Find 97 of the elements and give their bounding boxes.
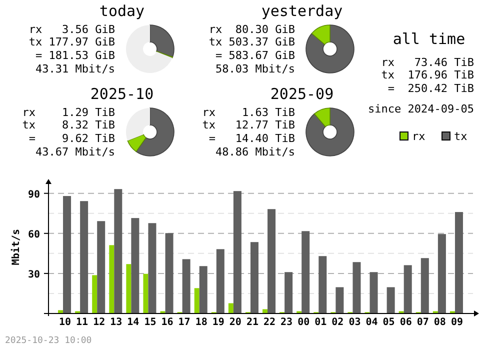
bar (370, 272, 378, 314)
x-tick-label: 00 (298, 317, 310, 328)
x-tick-label: 04 (366, 317, 378, 328)
text: rx 73.46 TiB (381, 56, 474, 69)
legend-label: tx (454, 130, 468, 143)
donut-slice (150, 24, 174, 58)
text: tx 12.77 TiB (202, 118, 296, 132)
bar (182, 259, 190, 314)
x-tick-label: 01 (314, 317, 327, 328)
text: since 2024-09-05 (368, 102, 474, 116)
text: = 14.40 TiB (202, 132, 296, 145)
chart-title: 2025-10 (90, 85, 154, 103)
text: all time (392, 30, 466, 48)
text: 58.03 Mbit/s (216, 62, 295, 76)
bar (262, 309, 268, 314)
y-tick-label: 60 (28, 229, 40, 240)
bar (386, 287, 395, 314)
bar (216, 249, 224, 314)
bar (58, 310, 64, 314)
text: tx 176.96 TiB (381, 68, 474, 82)
donut-slice (136, 108, 174, 156)
x-tick-label: 22 (263, 317, 276, 328)
bar (131, 218, 140, 314)
x-tick-label: 20 (229, 317, 242, 328)
text: 43.67 Mbit/s (36, 146, 115, 158)
bar (126, 264, 132, 314)
x-tick-label: 21 (246, 317, 259, 328)
bar (302, 231, 310, 314)
text: = 583.67 GiB (208, 49, 296, 62)
x-tick-label: 06 (400, 317, 412, 328)
x-tick-label: 10 (58, 317, 72, 328)
donut-slice (306, 108, 354, 156)
chart-title: yesterday (261, 2, 343, 20)
bar (143, 274, 148, 314)
donut-slice (127, 134, 146, 152)
text: 48.86 Mbit/s (216, 146, 295, 158)
x-tick-label: 07 (416, 317, 429, 328)
x-tick-label: 14 (127, 317, 140, 328)
bar (92, 275, 98, 314)
x-tick-label: 19 (212, 317, 224, 328)
x-tick-label: 13 (110, 317, 122, 328)
bar (63, 196, 72, 314)
chart-title: today (99, 2, 145, 20)
text: rx 1.29 TiB (22, 106, 116, 119)
x-tick-label: 17 (178, 317, 190, 328)
text: tx 503.37 GiB (208, 36, 296, 48)
chart-title: 2025-09 (270, 85, 334, 103)
text: rx 1.63 TiB (202, 106, 296, 119)
bar (148, 223, 156, 314)
bar (404, 265, 412, 314)
text: tx 177.97 GiB (28, 36, 116, 48)
x-tick-label: 09 (450, 317, 464, 328)
x-tick-label: 03 (348, 317, 361, 328)
text: 43.31 Mbit/s (36, 62, 115, 76)
x-tick-label: 15 (144, 317, 156, 328)
x-tick-label: 12 (93, 317, 106, 328)
bar (352, 262, 361, 314)
bar (97, 221, 106, 314)
donut-slice (311, 24, 330, 45)
bar (420, 258, 429, 314)
x-tick-label: 18 (195, 317, 208, 328)
bar (80, 201, 88, 314)
donut-slice (306, 24, 354, 74)
bar (165, 233, 174, 314)
bar (250, 242, 258, 314)
x-tick-label: 11 (76, 317, 88, 328)
y-tick-label: 30 (28, 269, 40, 280)
bar (318, 256, 327, 314)
bar (336, 287, 344, 314)
donut-slice (126, 25, 172, 73)
text: = 9.62 TiB (22, 132, 116, 145)
x-tick-label: 23 (280, 317, 293, 328)
x-tick-label: 08 (434, 317, 446, 328)
y-tick-label: 90 (28, 189, 40, 200)
text: tx 8.32 TiB (22, 118, 116, 132)
legend-label: rx (412, 130, 426, 143)
text: rx 80.30 GiB (208, 23, 296, 36)
text: = 181.53 GiB (28, 49, 116, 62)
bar (194, 288, 200, 314)
bar (109, 245, 114, 314)
donut-slice (126, 108, 150, 141)
y-axis-title: Mbit/s (10, 228, 22, 266)
bar (199, 266, 208, 314)
text: = 250.42 TiB (388, 82, 474, 95)
bar (284, 272, 293, 314)
bar (454, 212, 463, 314)
bar (268, 209, 276, 314)
bar (114, 189, 122, 314)
text: 2025-10-23 10:00 (5, 336, 92, 346)
x-tick-label: 16 (161, 317, 174, 328)
bar (438, 234, 446, 314)
bar (233, 191, 242, 314)
x-tick-label: 02 (332, 317, 344, 328)
text: rx 3.56 GiB (28, 23, 116, 36)
donut-slice (314, 108, 330, 128)
x-tick-label: 05 (382, 317, 395, 328)
bar (228, 303, 234, 314)
